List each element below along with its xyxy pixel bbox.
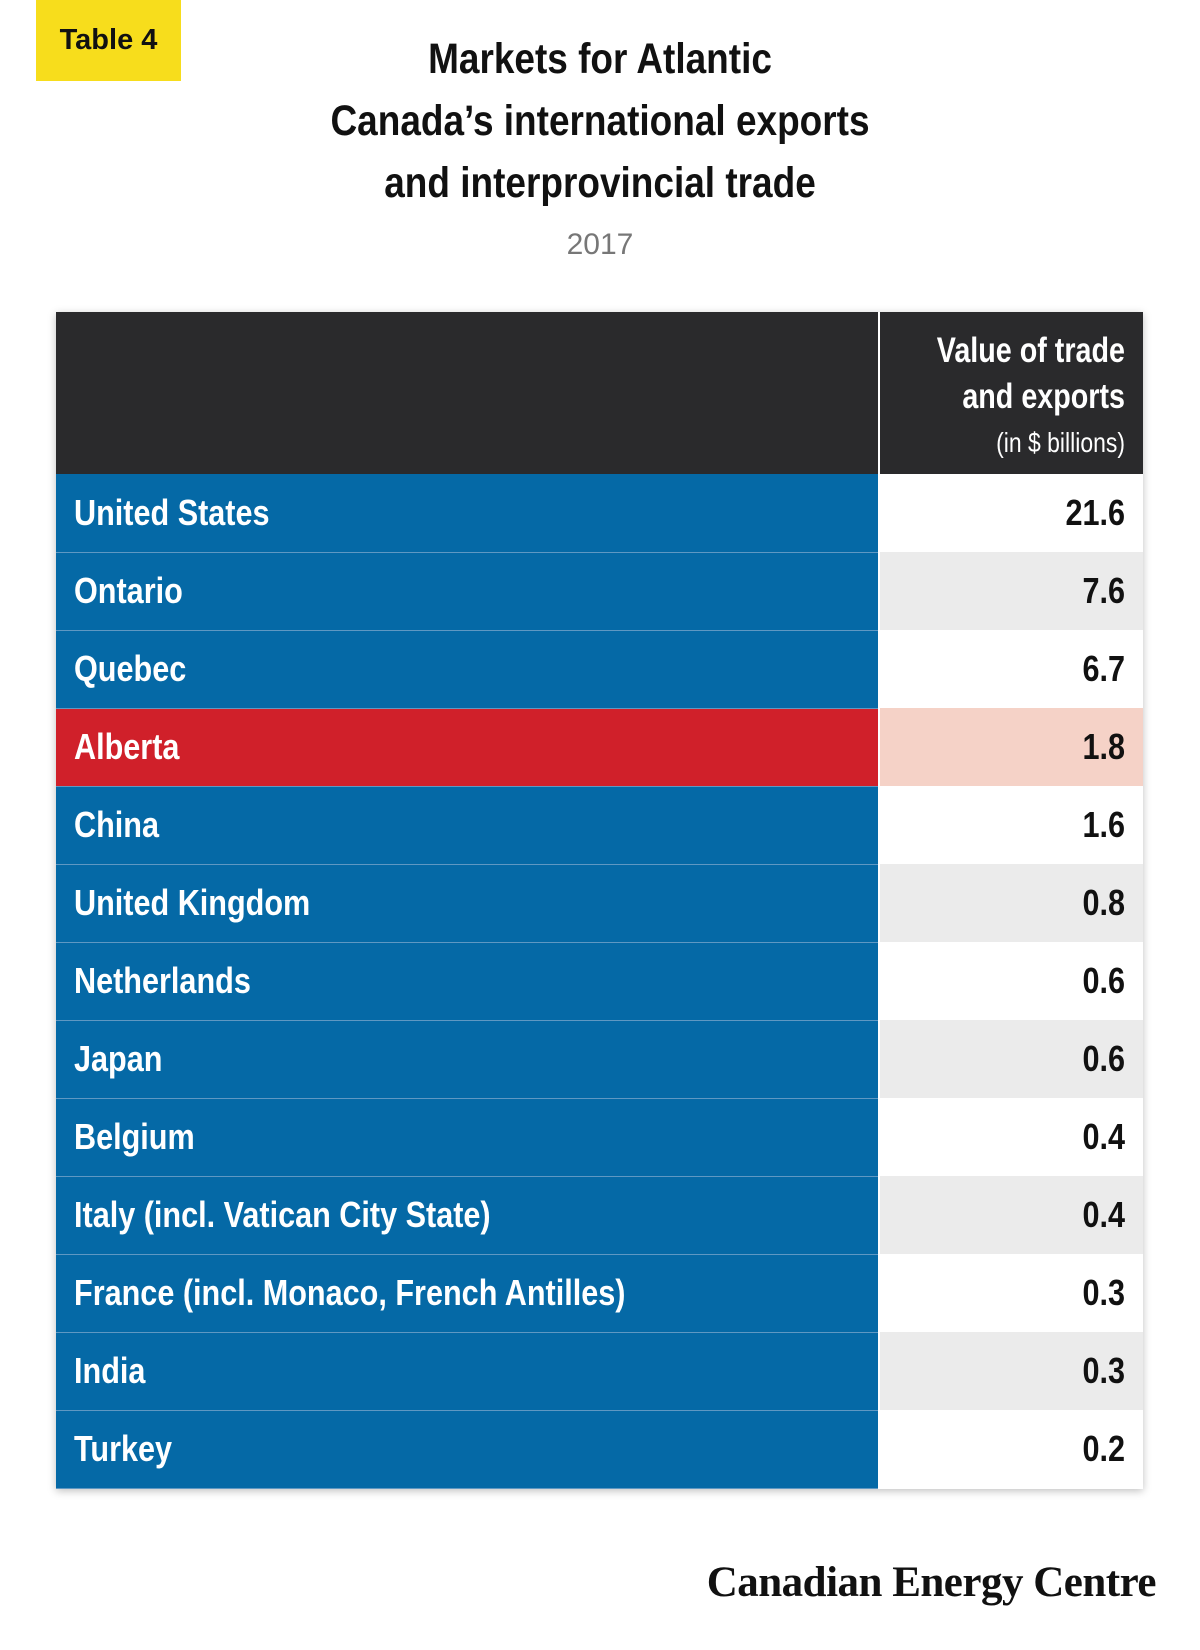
- row-value-cell: 1.6: [879, 786, 1143, 864]
- row-label-cell: China: [56, 786, 880, 865]
- row-value: 1.8: [1082, 726, 1125, 767]
- table-number-badge: Table 4: [36, 0, 181, 81]
- table-row: Belgium 0.4: [56, 1098, 1143, 1177]
- header-label-cell: [56, 312, 880, 474]
- row-label: Belgium: [74, 1116, 195, 1157]
- table-row: Quebec 6.7: [56, 630, 1143, 709]
- title-line: Canada’s international exports: [330, 97, 870, 145]
- row-label: Ontario: [74, 570, 183, 611]
- row-value-cell: 0.6: [879, 1020, 1143, 1098]
- row-label: India: [74, 1350, 146, 1391]
- row-value-cell: 0.3: [879, 1254, 1143, 1332]
- row-label-cell: Japan: [56, 1020, 880, 1099]
- title-line: Markets for Atlantic: [428, 35, 772, 83]
- title-line: and interprovincial trade: [384, 159, 816, 207]
- table-row: India 0.3: [56, 1332, 1143, 1411]
- row-label-cell: Ontario: [56, 552, 880, 631]
- row-value-cell: 0.4: [879, 1098, 1143, 1176]
- table-header-row: Value of trade and exports (in $ billion…: [56, 312, 1143, 474]
- row-label-cell: United States: [56, 474, 880, 553]
- header-text-line: and exports: [962, 377, 1125, 416]
- row-value-cell: 7.6: [879, 552, 1143, 630]
- row-value-cell: 0.8: [879, 864, 1143, 942]
- table-row: France (incl. Monaco, French Antilles) 0.…: [56, 1254, 1143, 1333]
- row-value-cell: 21.6: [879, 474, 1143, 552]
- row-label-cell: Alberta: [56, 708, 880, 787]
- row-label: China: [74, 804, 160, 845]
- table-row: United Kingdom 0.8: [56, 864, 1143, 943]
- row-label-cell: India: [56, 1332, 880, 1411]
- row-value: 0.6: [1082, 1038, 1125, 1079]
- row-label: United Kingdom: [74, 882, 311, 923]
- row-value-cell: 1.8: [879, 708, 1143, 786]
- row-label: Alberta: [74, 726, 180, 767]
- data-table-container: Value of trade and exports (in $ billion…: [56, 312, 1143, 1489]
- row-label: Netherlands: [74, 960, 251, 1001]
- table-row: United States 21.6: [56, 474, 1143, 553]
- table-row: Ontario 7.6: [56, 552, 1143, 631]
- row-value: 0.3: [1082, 1272, 1125, 1313]
- row-label: United States: [74, 491, 270, 533]
- row-value: 0.2: [1082, 1428, 1125, 1469]
- row-value: 0.4: [1082, 1194, 1125, 1235]
- header-text-line: Value of trade: [936, 331, 1125, 370]
- row-label: Italy (incl. Vatican City State): [74, 1194, 491, 1235]
- table-body: United States 21.6 Ontario 7.6 Quebec 6.7 Albe…: [56, 474, 1143, 1489]
- table-row: China 1.6: [56, 786, 1143, 865]
- row-value: 7.6: [1082, 570, 1125, 611]
- row-value-cell: 0.6: [879, 942, 1143, 1020]
- header-unit: (in $ billions): [996, 427, 1125, 458]
- row-label: Turkey: [74, 1428, 173, 1469]
- row-value: 0.8: [1082, 882, 1125, 923]
- row-label: Japan: [74, 1038, 163, 1079]
- table-row: Netherlands 0.6: [56, 942, 1143, 1021]
- row-label: France (incl. Monaco, French Antilles): [74, 1272, 626, 1313]
- row-label-cell: Quebec: [56, 630, 880, 709]
- row-label-cell: United Kingdom: [56, 864, 880, 943]
- row-label-cell: Turkey: [56, 1410, 880, 1489]
- row-label: Quebec: [74, 648, 187, 689]
- table-row: Italy (incl. Vatican City State) 0.4: [56, 1176, 1143, 1255]
- table-row: Alberta 1.8: [56, 708, 1143, 787]
- row-value-cell: 0.3: [879, 1332, 1143, 1410]
- row-label-cell: Italy (incl. Vatican City State): [56, 1176, 880, 1255]
- row-value-cell: 0.4: [879, 1176, 1143, 1254]
- header-value-cell: Value of trade and exports (in $ billion…: [879, 312, 1143, 474]
- row-value: 1.6: [1082, 804, 1125, 845]
- row-value: 0.3: [1082, 1350, 1125, 1391]
- row-value: 21.6: [1065, 492, 1125, 533]
- row-value: 0.6: [1082, 960, 1125, 1001]
- table-row: Turkey 0.2: [56, 1410, 1143, 1489]
- row-label-cell: France (incl. Monaco, French Antilles): [56, 1254, 880, 1333]
- row-value-cell: 0.2: [879, 1410, 1143, 1488]
- brand-logo-text: Canadian Energy Centre: [706, 1559, 1157, 1606]
- row-value-cell: 6.7: [879, 630, 1143, 708]
- row-value: 6.7: [1082, 648, 1125, 689]
- chart-title: Markets for Atlantic Canada’s internatio…: [290, 28, 909, 214]
- row-value: 0.4: [1082, 1116, 1125, 1157]
- table-row: Japan 0.6: [56, 1020, 1143, 1099]
- data-table: Value of trade and exports (in $ billion…: [56, 312, 1143, 1489]
- chart-subtitle-year: 2017: [566, 228, 634, 261]
- row-label-cell: Belgium: [56, 1098, 880, 1177]
- row-label-cell: Netherlands: [56, 942, 880, 1021]
